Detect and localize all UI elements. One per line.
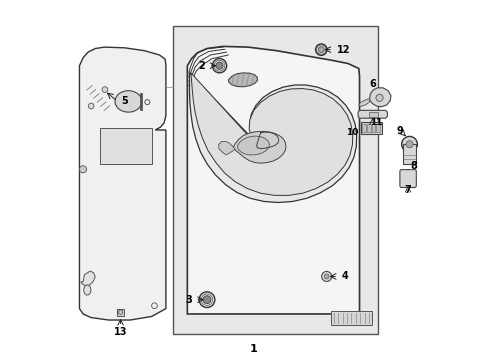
- Bar: [368, 112, 377, 117]
- Polygon shape: [81, 271, 95, 285]
- Text: 11: 11: [369, 118, 382, 127]
- Bar: [83, 82, 112, 114]
- Text: 1: 1: [249, 343, 257, 354]
- Circle shape: [88, 103, 94, 109]
- Circle shape: [315, 44, 326, 55]
- Text: 3: 3: [184, 295, 191, 305]
- FancyBboxPatch shape: [399, 170, 415, 188]
- Text: 2: 2: [198, 61, 205, 71]
- Circle shape: [318, 47, 324, 53]
- Polygon shape: [187, 46, 359, 314]
- Bar: [362, 124, 365, 132]
- Polygon shape: [358, 99, 369, 107]
- Polygon shape: [233, 131, 285, 163]
- Text: 9: 9: [395, 126, 402, 136]
- Text: 10: 10: [346, 129, 358, 138]
- Text: 12: 12: [336, 45, 349, 55]
- Bar: [366, 124, 370, 132]
- Circle shape: [321, 271, 331, 282]
- Circle shape: [324, 274, 328, 279]
- Polygon shape: [237, 136, 269, 155]
- Polygon shape: [228, 73, 257, 87]
- Bar: [100, 128, 151, 164]
- Bar: [402, 144, 415, 163]
- Bar: [330, 311, 371, 325]
- Ellipse shape: [115, 91, 142, 112]
- Text: 7: 7: [404, 185, 410, 195]
- Polygon shape: [218, 141, 235, 155]
- Text: 5: 5: [121, 96, 128, 107]
- Text: 4: 4: [341, 271, 348, 282]
- Polygon shape: [190, 73, 352, 195]
- Text: 13: 13: [114, 327, 127, 337]
- Bar: [360, 122, 382, 134]
- Circle shape: [80, 166, 86, 173]
- Bar: [173, 26, 378, 334]
- Bar: [376, 124, 379, 132]
- Circle shape: [212, 59, 226, 73]
- Bar: [116, 309, 124, 316]
- Polygon shape: [369, 88, 390, 107]
- Circle shape: [102, 87, 107, 93]
- Text: 8: 8: [410, 161, 417, 171]
- Circle shape: [216, 62, 223, 69]
- Bar: [371, 124, 374, 132]
- Polygon shape: [357, 111, 386, 118]
- Ellipse shape: [83, 285, 91, 295]
- Circle shape: [405, 141, 412, 148]
- Polygon shape: [80, 47, 165, 320]
- Circle shape: [203, 296, 210, 303]
- Circle shape: [375, 94, 382, 102]
- Circle shape: [199, 292, 214, 307]
- Circle shape: [401, 136, 417, 152]
- Polygon shape: [189, 73, 356, 203]
- Text: 6: 6: [368, 79, 375, 89]
